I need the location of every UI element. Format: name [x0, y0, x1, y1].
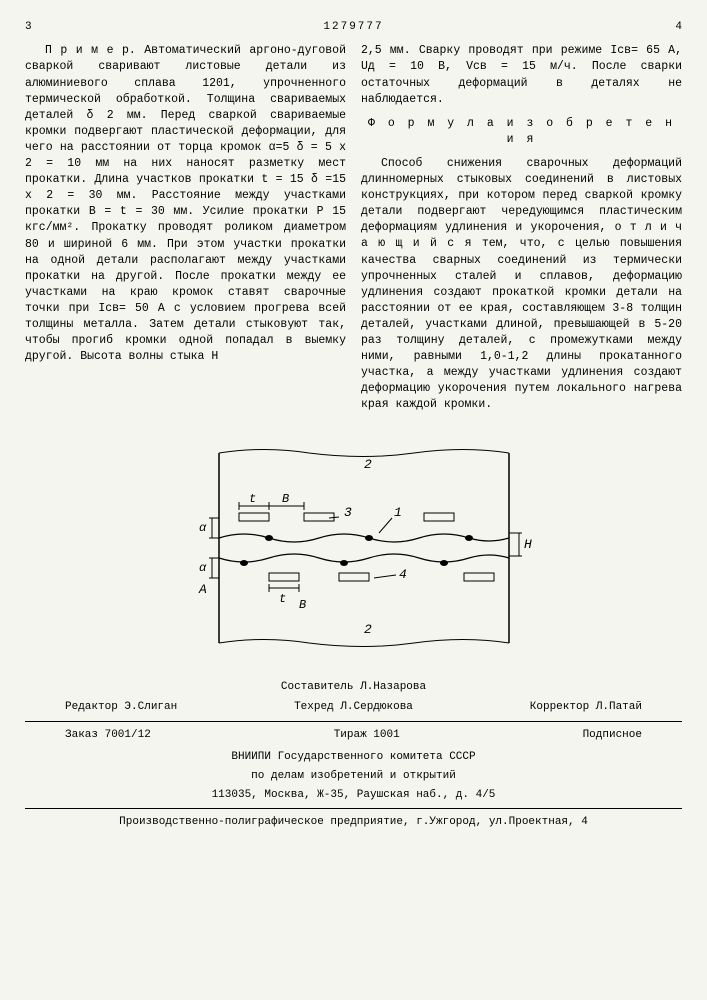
svg-text:t: t	[279, 592, 286, 606]
technical-diagram: 2 2 t B 3 1	[164, 438, 544, 658]
text-columns: П р и м е р. Автоматический аргоно-дугов…	[25, 43, 682, 413]
patent-number: 1279777	[32, 20, 676, 35]
page-right: 4	[675, 20, 682, 35]
divider	[25, 721, 682, 722]
org-line3: 113035, Москва, Ж-35, Раушская наб., д. …	[25, 788, 682, 803]
svg-text:3: 3	[344, 505, 352, 520]
compiler: Составитель Л.Назарова	[281, 680, 426, 695]
credits-block: Составитель Л.Назарова Редактор Э.Слиган…	[25, 678, 682, 830]
svg-text:1: 1	[394, 505, 402, 520]
svg-text:α: α	[199, 561, 207, 575]
corrector: Корректор Л.Патай	[530, 700, 642, 715]
divider	[25, 808, 682, 809]
right-column: 2,5 мм. Сварку проводят при режиме Iсв= …	[361, 43, 682, 413]
page-left: 3	[25, 20, 32, 35]
claim-paragraph: Способ снижения сварочных деформаций дли…	[361, 156, 682, 414]
svg-text:t: t	[249, 492, 256, 506]
tirazh: Тираж 1001	[334, 728, 400, 743]
example-paragraph: П р и м е р. Автоматический аргоно-дугов…	[25, 43, 346, 365]
label-2-bot: 2	[364, 622, 372, 637]
subscript: Подписное	[583, 728, 642, 743]
techred: Техред Л.Сердюкова	[294, 700, 413, 715]
formula-title: Ф о р м у л а и з о б р е т е н и я	[361, 116, 682, 148]
svg-text:α: α	[199, 521, 207, 535]
svg-text:B: B	[299, 598, 306, 612]
label-2-top: 2	[364, 457, 372, 472]
svg-text:A: A	[198, 582, 207, 597]
editor: Редактор Э.Слиган	[65, 700, 177, 715]
continuation-paragraph: 2,5 мм. Сварку проводят при режиме Iсв= …	[361, 43, 682, 107]
left-column: П р и м е р. Автоматический аргоно-дугов…	[25, 43, 346, 413]
order: Заказ 7001/12	[65, 728, 151, 743]
svg-text:B: B	[282, 492, 289, 506]
footer: Производственно-полиграфическое предприя…	[25, 815, 682, 830]
page-header: 3 1279777 4	[25, 20, 682, 35]
svg-text:4: 4	[399, 567, 407, 582]
org-line1: ВНИИПИ Государственного комитета СССР	[25, 750, 682, 765]
svg-text:H: H	[524, 537, 532, 552]
org-line2: по делам изобретений и открытий	[25, 769, 682, 784]
